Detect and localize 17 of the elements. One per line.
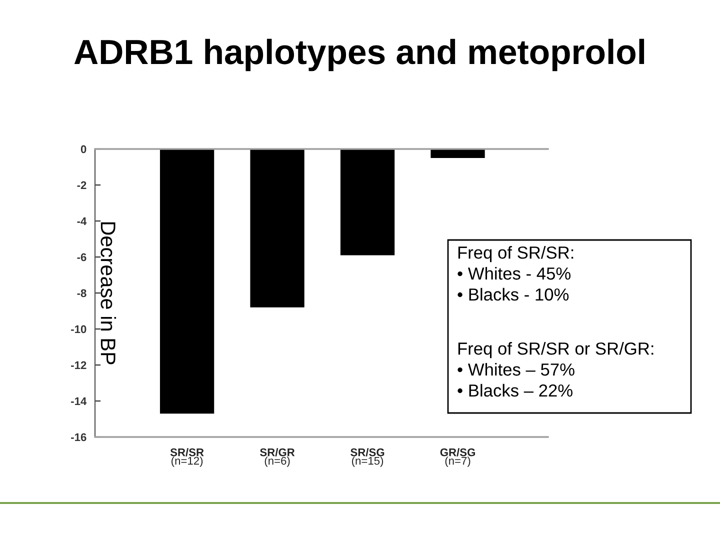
y-axis-title: Decrease in BP [100, 222, 116, 364]
y-tick-label: -4 [77, 217, 87, 226]
y-tick-label: -14 [71, 397, 87, 406]
y-tick-label: -16 [71, 433, 86, 442]
category-label: GR/SG (n=7) [440, 448, 475, 467]
category-label: SR/GR (n=6) [260, 448, 295, 467]
y-tick-label: -6 [77, 253, 86, 262]
category-label: SR/SG (n=15) [350, 448, 384, 467]
annotation: Freq of SR/SR: • Whites - 45% • Blacks - 10% [458, 246, 574, 301]
chart-title: ADRB1 haplotypes and metoprolol [74, 38, 644, 72]
y-tick-label: -10 [71, 325, 86, 334]
y-tick-label: -2 [77, 181, 86, 190]
y-tick-label: 0 [80, 145, 86, 154]
y-tick-label: -12 [71, 361, 86, 370]
category-label: SR/SR (n=12) [170, 448, 204, 467]
y-tick-label: -8 [77, 289, 86, 298]
annotation: Freq of SR/SR or SR/GR: • Whites – 57% • Blacks – 22% [458, 342, 654, 397]
